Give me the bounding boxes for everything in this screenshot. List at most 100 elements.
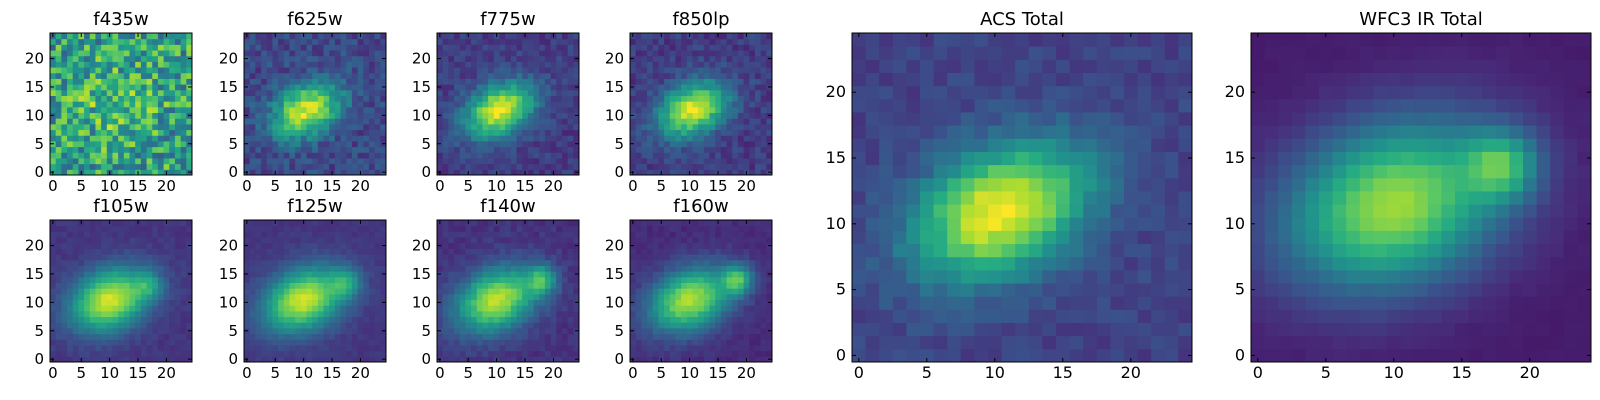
- heatmap-cell: [567, 163, 574, 170]
- heatmap-cell: [675, 135, 682, 142]
- heatmap-cell: [686, 78, 693, 85]
- heatmap-cell: [278, 152, 285, 159]
- heatmap-cell: [766, 44, 773, 51]
- heatmap-cell: [295, 248, 302, 255]
- heatmap-cell: [448, 242, 455, 249]
- heatmap-cell: [157, 72, 165, 79]
- heatmap-cell: [312, 344, 319, 352]
- heatmap-cell: [157, 157, 165, 165]
- heatmap-cell: [55, 146, 62, 153]
- heatmap-cell: [351, 89, 359, 96]
- heatmap-cell: [539, 333, 546, 340]
- heatmap-cell: [726, 135, 733, 142]
- heatmap-cell: [169, 237, 176, 244]
- heatmap-cell: [67, 327, 74, 335]
- panel-title: f850lp: [672, 9, 729, 30]
- heatmap-cell: [146, 61, 153, 68]
- heatmap-cell: [476, 259, 483, 266]
- heatmap-cell: [510, 140, 518, 148]
- heatmap-cell: [760, 350, 767, 357]
- heatmap-cell: [737, 44, 745, 51]
- heatmap-cell: [476, 152, 483, 159]
- heatmap-cell: [720, 271, 728, 278]
- heatmap-cell: [471, 237, 478, 244]
- heatmap-cell: [255, 344, 262, 352]
- heatmap-cell: [118, 350, 125, 357]
- heatmap-cell: [737, 112, 745, 119]
- heatmap-cell: [692, 123, 699, 131]
- heatmap-cell: [351, 344, 359, 352]
- heatmap-cell: [686, 316, 693, 323]
- heatmap-cell: [323, 140, 330, 148]
- heatmap-cell: [692, 33, 699, 40]
- heatmap-cell: [573, 248, 580, 255]
- heatmap-cell: [374, 55, 381, 62]
- heatmap-cell: [266, 237, 273, 244]
- heatmap-cell: [516, 61, 523, 68]
- heatmap-cell: [283, 112, 290, 119]
- heatmap-cell: [368, 101, 376, 108]
- heatmap-cell: [556, 152, 563, 159]
- heatmap-cell: [112, 327, 119, 335]
- heatmap-cell: [448, 288, 455, 295]
- heatmap-cell: [306, 276, 313, 283]
- heatmap-cell: [703, 305, 711, 312]
- heatmap-cell: [72, 350, 79, 357]
- heatmap-cell: [329, 61, 336, 68]
- heatmap-cell: [295, 350, 302, 357]
- heatmap-cell: [129, 129, 136, 136]
- heatmap-cell: [459, 225, 466, 232]
- heatmap-cell: [459, 50, 466, 57]
- heatmap-cell: [295, 231, 302, 238]
- heatmap-cell: [658, 112, 665, 119]
- heatmap-cell: [471, 333, 478, 340]
- heatmap-cell: [323, 95, 330, 102]
- heatmap-cell: [180, 135, 187, 142]
- heatmap-cell: [289, 50, 296, 57]
- heatmap-cell: [329, 254, 336, 261]
- heatmap-cell: [157, 282, 165, 289]
- heatmap-cell: [686, 135, 693, 142]
- heatmap-cell: [295, 163, 302, 170]
- heatmap-cell: [55, 72, 62, 79]
- heatmap-cell: [55, 231, 62, 238]
- heatmap-cell: [67, 135, 74, 142]
- heatmap-cell: [261, 356, 268, 363]
- heatmap-cell: [334, 78, 342, 85]
- heatmap-cell: [312, 327, 319, 335]
- heatmap-cell: [244, 95, 251, 102]
- heatmap-cell: [186, 157, 193, 165]
- heatmap-cell: [647, 146, 654, 153]
- heatmap-cell: [754, 322, 762, 329]
- heatmap-cell: [118, 271, 125, 278]
- heatmap-cell: [334, 38, 342, 45]
- heatmap-cell: [561, 44, 569, 51]
- heatmap-cell: [112, 89, 119, 96]
- heatmap-cell: [522, 95, 529, 102]
- heatmap-cell: [163, 50, 170, 57]
- heatmap-cell: [78, 38, 85, 45]
- heatmap-cell: [334, 237, 342, 244]
- heatmap-cell: [505, 271, 512, 278]
- heatmap-cell: [255, 220, 262, 227]
- heatmap-cell: [760, 78, 767, 85]
- heatmap-cell: [754, 33, 762, 40]
- heatmap-cell: [754, 305, 762, 312]
- heatmap-cell: [635, 163, 642, 170]
- heatmap-cell: [368, 72, 376, 79]
- heatmap-cell: [476, 276, 483, 283]
- heatmap-cell: [312, 265, 319, 272]
- heatmap-cell: [664, 44, 671, 51]
- heatmap-cell: [465, 288, 472, 295]
- heatmap-cell: [561, 33, 569, 40]
- heatmap-cell: [118, 276, 125, 283]
- heatmap-cell: [61, 282, 68, 289]
- heatmap-cell: [522, 44, 529, 51]
- heatmap-cell: [471, 33, 478, 40]
- heatmap-cell: [118, 95, 125, 102]
- heatmap-cell: [669, 55, 676, 62]
- heatmap-cell: [283, 72, 290, 79]
- heatmap-cell: [686, 123, 693, 131]
- heatmap-cell: [312, 84, 319, 91]
- heatmap-cell: [261, 231, 268, 238]
